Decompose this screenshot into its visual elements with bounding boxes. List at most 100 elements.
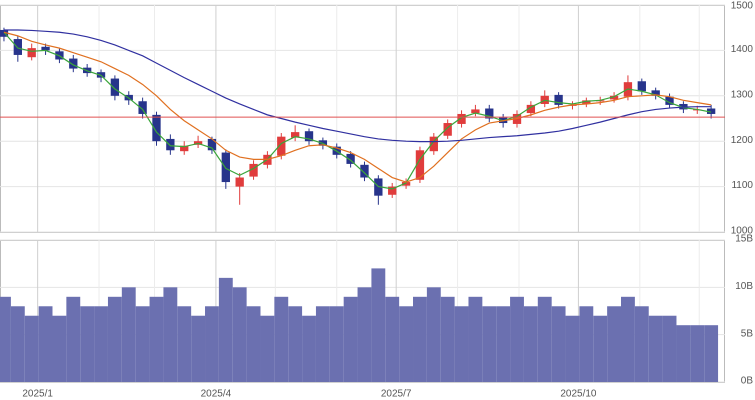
y-tick-label: 1000 [731,226,754,237]
volume-bar [0,296,11,382]
candle-body [221,152,230,183]
moving-average-line [3,29,712,143]
volume-bar [704,325,719,382]
volume-bar [24,315,39,382]
volume-bar [232,287,247,382]
y-tick-label: 1200 [731,135,754,146]
candle-body [235,177,244,187]
candle-body [665,96,674,105]
volume-bar [329,306,344,382]
volume-bar [163,287,178,382]
volume-bar [579,306,594,382]
volume-bar [648,315,663,382]
volume-bar [274,296,289,382]
volume-bar [315,306,330,382]
candle-body [388,186,397,195]
volume-bar [440,296,455,382]
volume-bar [260,315,275,382]
y-tick-label: 1500 [731,1,754,12]
volume-bar [246,306,261,382]
volume-bar [551,306,566,382]
volume-bar [371,268,386,382]
volume-bar [10,306,25,382]
volume-bar [426,287,441,382]
candle-body [290,132,300,138]
candle-body [277,136,286,156]
volume-bar [399,306,414,382]
volume-bar [496,306,511,382]
volume-bar [523,306,538,382]
volume-bar [80,306,95,382]
candle-body [69,58,78,69]
price-panel [0,5,725,233]
candle-body [110,78,120,96]
y-tick-label: 1400 [731,44,754,55]
candle-body [415,150,425,180]
y-tick-label: 10B [735,281,753,292]
volume-bar [634,306,649,382]
y-tick-label: 1100 [731,180,753,191]
volume-bar [482,306,497,382]
volume-bar [218,277,233,382]
candle-body [180,145,189,152]
candle-body [637,81,646,92]
candle-body [13,39,22,55]
volume-bar [135,306,150,382]
volume-bar [413,296,427,382]
y-tick-label: 1300 [731,89,754,100]
candle-body [554,94,563,105]
x-tick-label: 2025/10 [560,389,597,400]
volume-bar [191,315,206,382]
volume-bar [52,315,67,382]
volume-bar [66,296,81,382]
x-tick-label: 2025/7 [381,389,412,400]
volume-bar [302,315,316,382]
candle-body [485,108,494,119]
candle-body [249,163,258,177]
volume-bar [607,306,622,382]
candle-body [360,164,369,178]
candle-body [443,123,452,136]
volume-bar [385,296,400,382]
moving-average-line [3,31,712,183]
volume-bar [662,315,677,382]
volume-bar [621,296,635,382]
volume-bar [107,296,122,382]
volume-bar [593,315,608,382]
candle-body [138,101,147,114]
candle-body [457,113,466,124]
volume-bar [676,325,691,382]
candle-body [706,108,716,114]
y-tick-label: 0B [741,376,754,387]
volume-bar [38,306,53,382]
x-tick-label: 2025/1 [22,389,53,400]
y-tick-label: 5B [741,328,754,339]
candle-body [526,104,536,114]
volume-bar [537,296,552,382]
candle-body [471,109,480,114]
volume-bar [121,287,136,382]
moving-average-line [3,31,712,190]
candle-body [0,29,9,37]
volume-bar [343,296,358,382]
candle-body [207,138,217,151]
candle-body [429,136,438,152]
candle-body [166,138,175,151]
candle-body [651,90,660,96]
volume-bar [468,296,483,382]
volume-bar [510,296,524,382]
volume-bar [454,306,469,382]
candle-body [401,182,411,186]
volume-bar [94,306,108,382]
volume-bar [177,306,192,382]
candle-body [152,114,161,142]
y-tick-label: 15B [735,234,753,245]
x-tick-label: 2025/4 [201,389,232,400]
volume-bar [149,296,164,382]
candle-body [41,46,50,51]
candle-body [582,100,591,104]
volume-bar [205,306,219,382]
candle-body [609,95,619,100]
candle-body [346,153,355,164]
